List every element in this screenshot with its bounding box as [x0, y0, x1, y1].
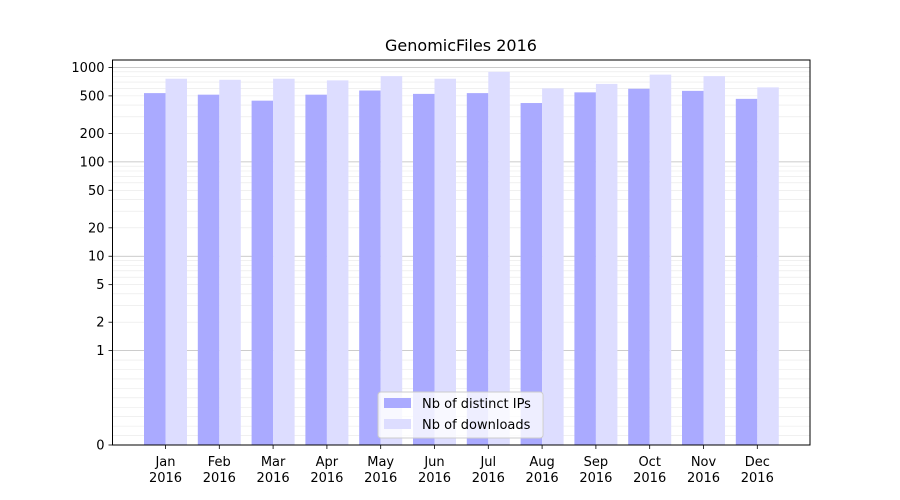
legend-box — [377, 391, 544, 439]
y-tick-label: 200 — [80, 127, 105, 142]
bar-nb-of-distinct-ips — [144, 93, 166, 445]
x-tick-label: Aug 2016 — [526, 455, 559, 486]
bar-nb-of-distinct-ips — [413, 93, 435, 445]
bar-nb-of-distinct-ips — [574, 92, 596, 445]
bar-nb-of-downloads — [649, 74, 672, 446]
x-tick-label: Dec 2016 — [741, 455, 774, 486]
bar-nb-of-downloads — [757, 87, 779, 445]
bar-nb-of-downloads — [380, 76, 403, 445]
x-tick-label: Nov 2016 — [687, 455, 720, 486]
y-tick-label: 0 — [96, 439, 104, 454]
y-tick-label: 5 — [96, 278, 104, 293]
bar-nb-of-downloads — [219, 79, 241, 445]
bar-nb-of-downloads — [273, 78, 295, 445]
y-axis-ticks: 0 1 2 5 10 20 50 100 200 500 1000 — [71, 61, 113, 454]
bar-nb-of-distinct-ips — [628, 88, 650, 445]
x-tick-label: Apr 2016 — [310, 455, 343, 486]
y-tick-label: 2 — [96, 316, 104, 331]
bar-nb-of-distinct-ips — [735, 98, 758, 445]
y-tick-label: 10 — [88, 250, 105, 265]
legend: Nb of distinct IPs Nb of downloads — [377, 391, 544, 439]
legend-swatch-distinct-ips — [384, 398, 411, 408]
x-tick-label: Sep 2016 — [579, 455, 612, 486]
bar-nb-of-downloads — [542, 88, 564, 446]
bar-nb-of-downloads — [595, 83, 618, 445]
bar-nb-of-downloads — [326, 80, 349, 445]
bar-nb-of-downloads — [434, 78, 456, 445]
bar-nb-of-distinct-ips — [305, 94, 327, 446]
x-tick-label: Feb 2016 — [203, 455, 236, 486]
bar-nb-of-distinct-ips — [197, 94, 220, 446]
y-tick-label: 100 — [80, 155, 105, 170]
legend-label-downloads: Nb of downloads — [422, 418, 531, 433]
y-tick-label: 1 — [96, 344, 104, 359]
legend-label-distinct-ips: Nb of distinct IPs — [422, 397, 531, 412]
bar-nb-of-downloads — [488, 71, 510, 445]
y-tick-label: 50 — [88, 184, 105, 199]
y-tick-label: 1000 — [71, 61, 104, 76]
bar-nb-of-distinct-ips — [466, 93, 489, 445]
bar-nb-of-distinct-ips — [359, 90, 381, 446]
bar-nb-of-distinct-ips — [682, 90, 704, 446]
y-tick-label: 500 — [80, 89, 105, 104]
bar-nb-of-downloads — [165, 78, 187, 445]
x-tick-label: Jul 2016 — [472, 455, 505, 486]
x-axis-ticks: Jan 2016 Feb 2016 Mar 2016 Apr 2016 May 2016 Jun 20… — [149, 445, 774, 486]
bar-nb-of-distinct-ips — [520, 103, 543, 446]
legend-swatch-downloads — [384, 419, 411, 429]
x-tick-label: May 2016 — [364, 455, 397, 486]
chart-title: GenomicFiles 2016 — [385, 36, 537, 55]
y-tick-label: 20 — [88, 221, 105, 236]
bar-nb-of-downloads — [703, 76, 725, 445]
bars — [144, 71, 779, 446]
x-tick-label: Oct 2016 — [633, 455, 666, 486]
x-tick-label: Mar 2016 — [257, 455, 290, 486]
x-tick-label: Jan 2016 — [149, 455, 182, 486]
bar-nb-of-distinct-ips — [251, 100, 274, 446]
x-tick-label: Jun 2016 — [418, 455, 451, 486]
plot-frame — [112, 59, 811, 446]
